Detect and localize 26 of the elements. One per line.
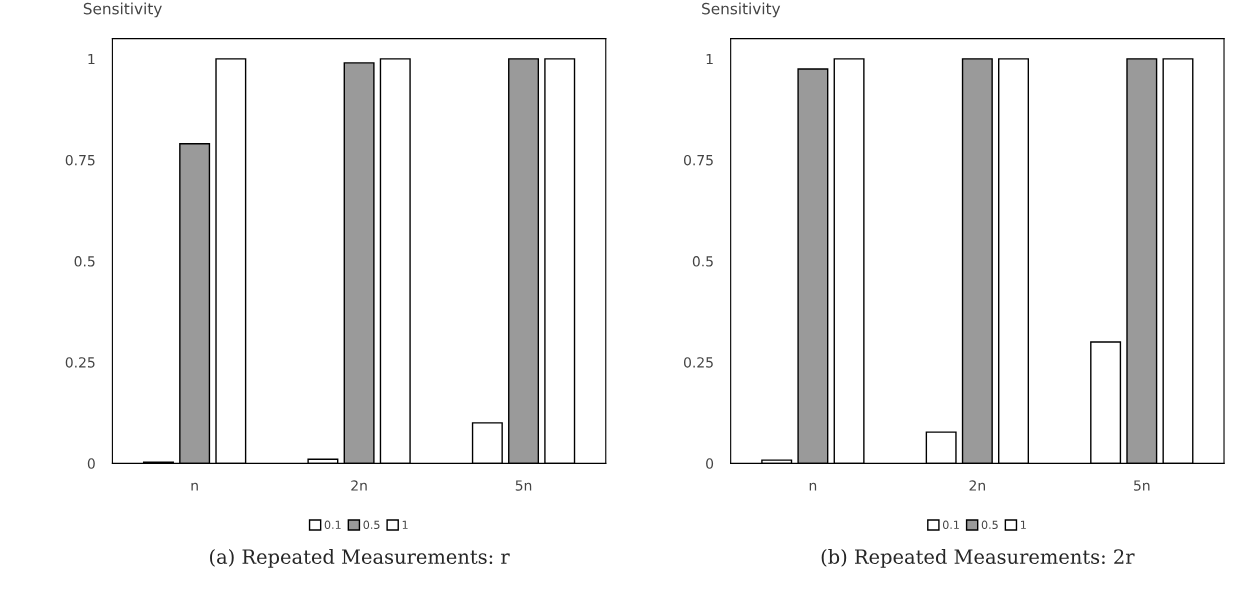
y-tick-label: 0.75 [683,154,713,166]
y-axis-title: Sensitivity [83,2,162,18]
x-tick-label: 2n [351,480,367,491]
legend-label: 0.5 [981,520,998,529]
legend-label: 1 [1021,520,1026,529]
text: (b) Repeated Measurements: 2r [821,548,1135,568]
y-tick-label: 0 [706,458,714,469]
y-tick-label: 1 [706,53,713,65]
legend-label: 0.1 [942,520,959,529]
y-tick-label: 0.25 [65,357,95,368]
legend-label: 1 [402,520,408,529]
legend-label: 0.5 [363,520,380,529]
x-tick-label: 2n [969,480,985,491]
x-tick-label: 5n [1134,480,1150,491]
y-tick-label: 1 [88,53,95,65]
legend-label: 0.1 [324,520,341,529]
x-tick-label: n [191,482,198,491]
y-tick-label: 0.75 [65,154,95,166]
y-tick-label: 0.5 [74,256,95,267]
y-tick-label: 0 [87,458,95,469]
x-tick-label: 5n [515,480,532,491]
y-axis-title: Sensitivity [702,2,781,18]
y-tick-label: 0.25 [683,357,713,368]
text: (a) Repeated Measurements: r [210,548,510,568]
x-tick-label: n [809,482,817,491]
y-tick-label: 0.5 [692,256,713,267]
